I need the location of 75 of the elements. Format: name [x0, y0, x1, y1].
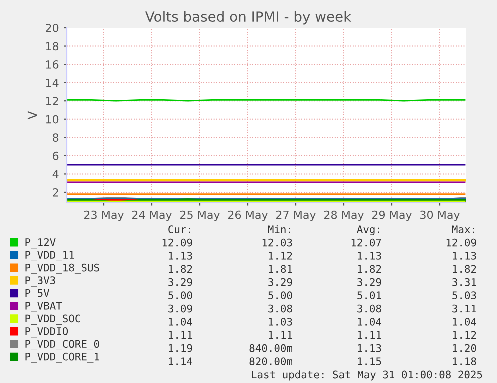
x-tick-label: 26 May [228, 210, 268, 222]
text: 1.82 [453, 265, 476, 274]
text: 1.04 [169, 318, 193, 326]
text: 1.81 [269, 265, 292, 274]
legend-label: P_12V [26, 238, 56, 249]
text: 1.18 [453, 358, 476, 366]
text: 1.82 [358, 265, 382, 274]
text: 1.11 [358, 331, 382, 339]
text: 1.14 [169, 358, 193, 366]
text: 1.20 [453, 344, 476, 352]
text: 1.11 [169, 331, 192, 339]
text: 3.29 [358, 278, 382, 286]
text: 1.13 [169, 252, 192, 260]
text: Min: [268, 225, 290, 234]
text: Avg: [357, 226, 380, 236]
text: 5.00 [268, 292, 292, 300]
text: 1.12 [269, 252, 292, 260]
text: 3.08 [268, 304, 292, 313]
text: 1.82 [169, 265, 192, 274]
text: Cur: [168, 226, 190, 234]
x-tick-label: 23 May [84, 210, 124, 222]
text: 1.13 [358, 252, 382, 260]
text: 12.09 [162, 238, 192, 247]
text: 3.31 [452, 278, 476, 286]
y-tick-label: 20 [46, 24, 59, 32]
y-tick-label: 8 [53, 134, 59, 142]
legend-label: P_5V [26, 289, 50, 300]
text: 1.13 [358, 344, 382, 352]
text: 5.01 [358, 292, 382, 300]
text: 3.08 [358, 304, 382, 313]
text: 1.04 [358, 318, 382, 326]
legend-label: P_3V3 [26, 276, 56, 287]
text: 3.09 [168, 304, 192, 313]
text: 1.03 [269, 318, 292, 326]
x-tick-label: 27 May [276, 210, 316, 222]
y-tick-label: 10 [46, 115, 59, 124]
legend-label: P_VDD_18_SUS [26, 264, 100, 274]
y-tick-label: 4 [52, 170, 59, 178]
legend-label: P_VDD_11 [26, 251, 74, 262]
text: 12.07 [352, 238, 382, 247]
text: 1.19 [169, 344, 192, 352]
x-tick-label: 29 May [372, 210, 412, 222]
legend-label: P_VBAT [26, 302, 62, 312]
text: 1.12 [453, 331, 476, 339]
legend-label: P_VDD_CORE_1 [26, 352, 100, 364]
text: 3.29 [168, 278, 192, 286]
y-tick-label: 2 [53, 188, 58, 197]
x-tick-label: 30 May [420, 210, 460, 222]
text: 5.00 [168, 292, 192, 300]
y-tick-label: 16 [46, 60, 59, 69]
text: 840.00m [250, 344, 293, 352]
y-tick-label: 6 [53, 152, 59, 160]
legend-label: P_VDD_SOC [26, 314, 80, 325]
text: 820.00m [250, 358, 293, 366]
y-tick-label: 14 [46, 78, 59, 88]
x-tick-label: 28 May [324, 210, 364, 222]
text: 12.09 [446, 238, 476, 247]
text: 1.04 [453, 318, 477, 326]
text: 5.03 [452, 292, 476, 300]
legend-label: P_VDD_CORE_0 [26, 340, 100, 350]
x-tick-label: 25 May [180, 210, 220, 222]
text: 12.03 [262, 238, 292, 247]
text: 1.13 [453, 252, 476, 260]
text: Last update: Sat May 31 01:00:08 2025 [252, 370, 482, 381]
y-tick-label: 12 [46, 97, 58, 106]
text: 3.29 [268, 278, 292, 286]
text: 3.11 [452, 304, 476, 313]
chart-title: Volts based on IPMI - by week [145, 11, 352, 25]
y-tick-label: 18 [46, 42, 59, 51]
x-tick-label: 24 May [132, 210, 172, 222]
text: Max: [452, 226, 474, 234]
y-axis-title: V [28, 111, 38, 120]
text: 1.15 [358, 358, 382, 366]
text: 1.11 [269, 331, 292, 339]
legend-label: P_VDDIO [26, 327, 68, 338]
